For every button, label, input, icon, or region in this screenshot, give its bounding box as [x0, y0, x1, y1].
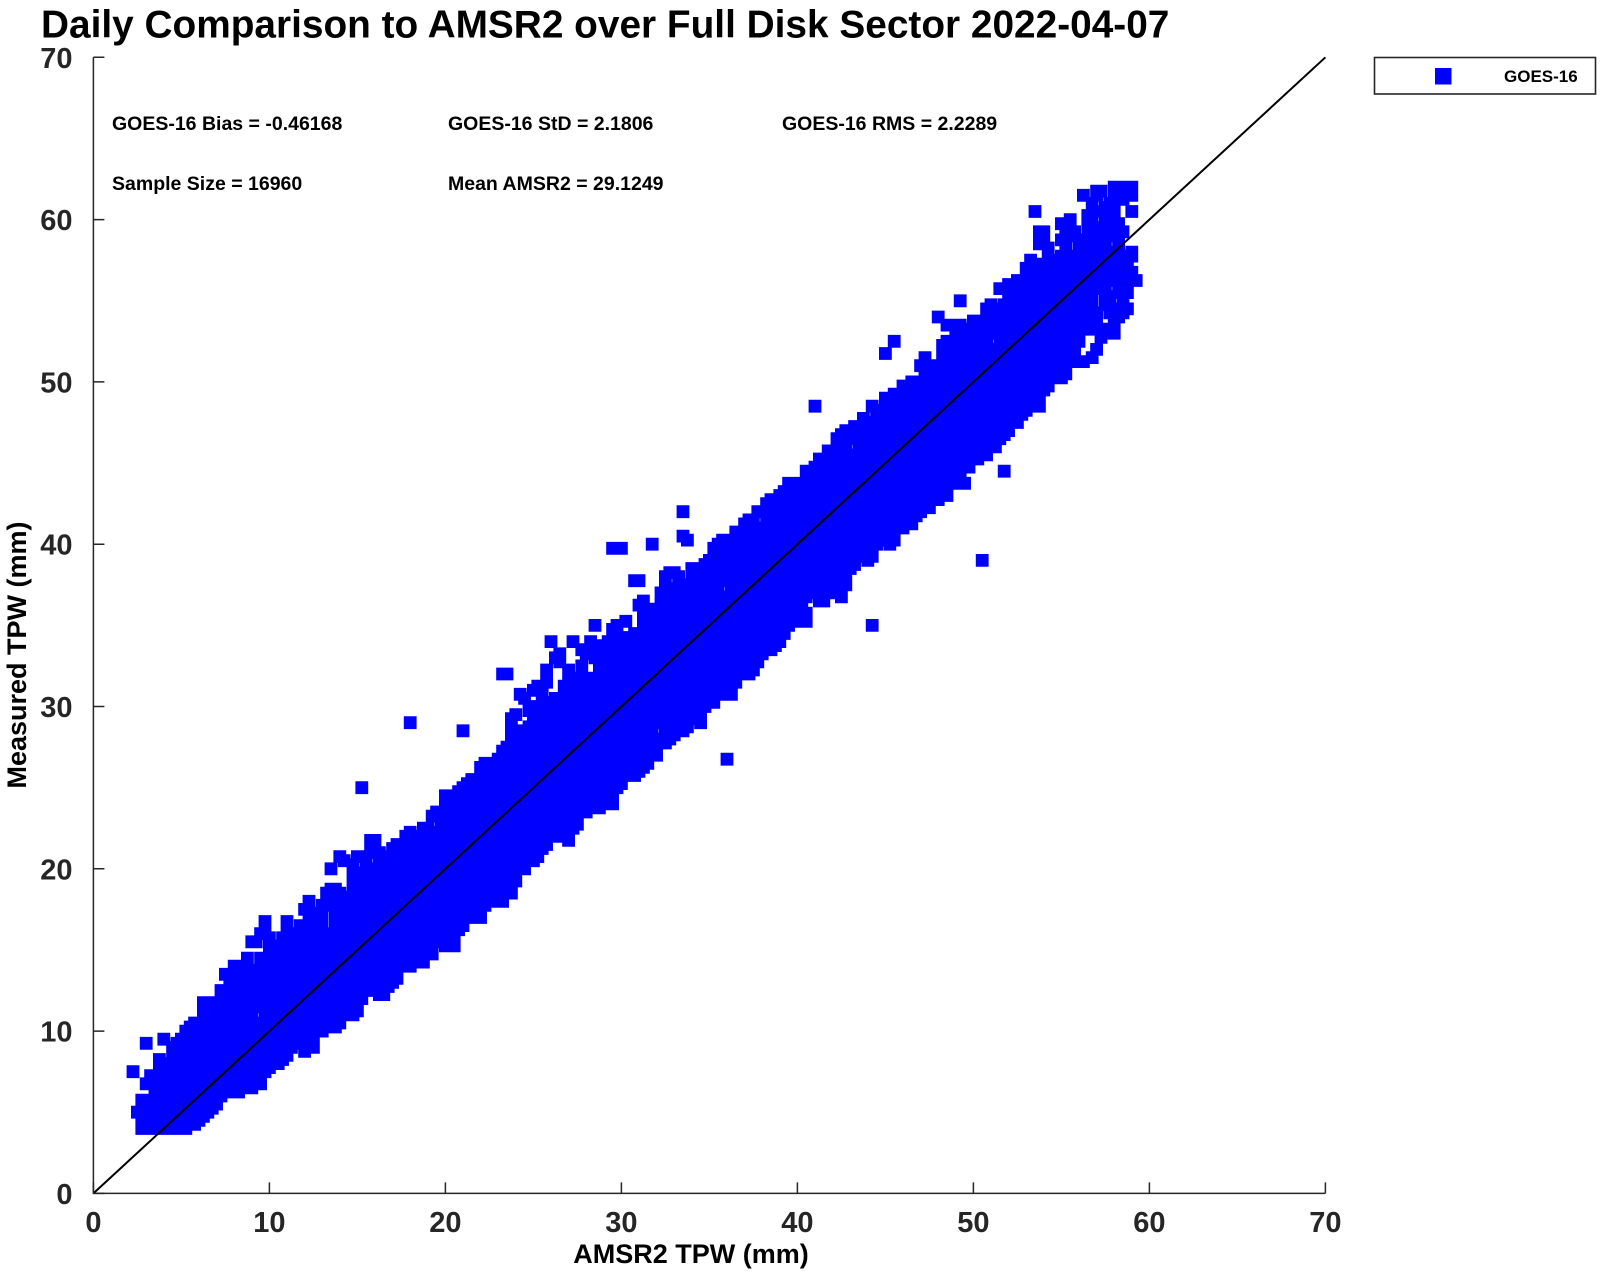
svg-text:0: 0: [85, 1207, 101, 1239]
svg-text:60: 60: [1133, 1207, 1165, 1239]
svg-text:30: 30: [605, 1207, 637, 1239]
svg-text:0: 0: [56, 1179, 72, 1211]
svg-text:AMSR2 TPW (mm): AMSR2 TPW (mm): [573, 1239, 809, 1269]
svg-text:30: 30: [40, 692, 72, 724]
svg-text:60: 60: [40, 205, 72, 237]
svg-text:Sample Size = 16960: Sample Size = 16960: [112, 173, 302, 195]
svg-text:GOES-16: GOES-16: [1504, 67, 1578, 86]
svg-text:GOES-16 StD = 2.1806: GOES-16 StD = 2.1806: [448, 113, 654, 135]
svg-text:Daily Comparison to AMSR2 over: Daily Comparison to AMSR2 over Full Disk…: [41, 4, 1169, 47]
svg-text:GOES-16 RMS = 2.2289: GOES-16 RMS = 2.2289: [782, 113, 997, 135]
svg-text:Measured TPW (mm): Measured TPW (mm): [2, 521, 32, 788]
svg-text:10: 10: [40, 1017, 72, 1049]
svg-text:70: 70: [1309, 1207, 1341, 1239]
svg-text:40: 40: [781, 1207, 813, 1239]
svg-text:20: 20: [40, 854, 72, 886]
svg-text:10: 10: [253, 1207, 285, 1239]
svg-text:50: 50: [40, 367, 72, 399]
svg-text:50: 50: [957, 1207, 989, 1239]
svg-text:20: 20: [429, 1207, 461, 1239]
svg-text:40: 40: [40, 530, 72, 562]
svg-text:Mean AMSR2 = 29.1249: Mean AMSR2 = 29.1249: [448, 173, 664, 195]
svg-text:GOES-16 Bias = -0.46168: GOES-16 Bias = -0.46168: [112, 113, 342, 135]
svg-text:70: 70: [40, 43, 72, 75]
